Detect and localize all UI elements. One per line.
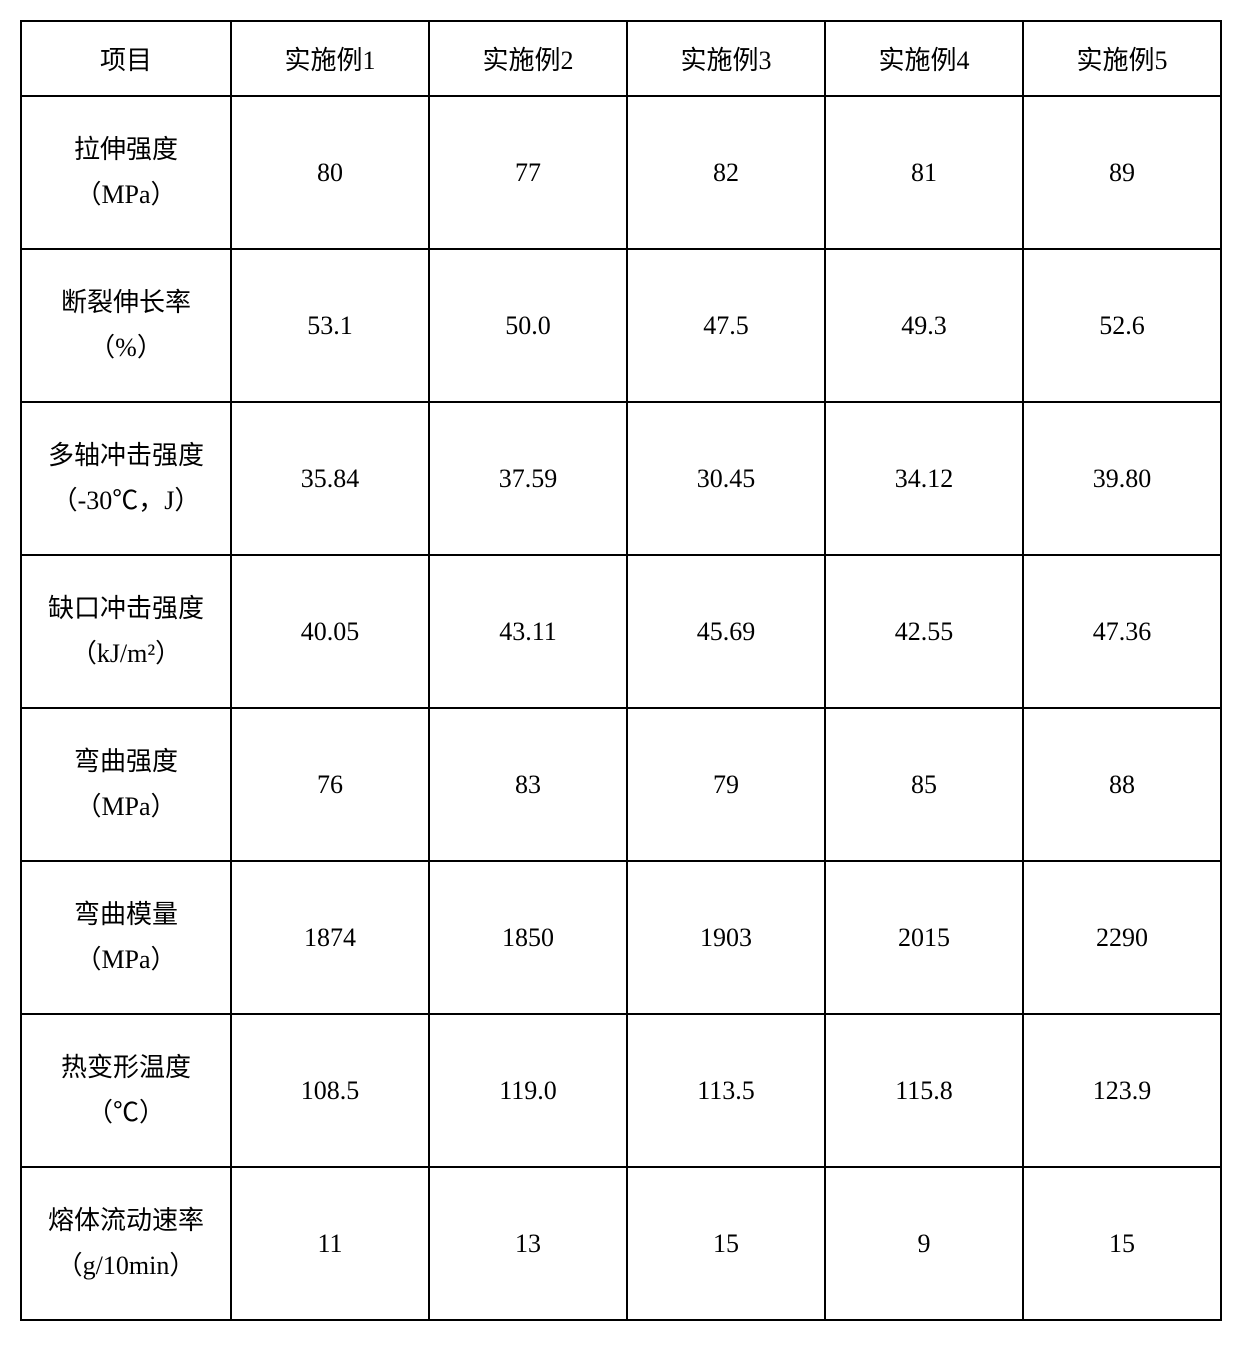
label-line-1: 拉伸强度	[30, 128, 222, 172]
row-label: 拉伸强度 （MPa）	[21, 96, 231, 249]
data-cell: 15	[627, 1167, 825, 1320]
label-line-1: 熔体流动速率	[30, 1199, 222, 1243]
header-col-4: 实施例4	[825, 21, 1023, 96]
row-label: 弯曲模量 （MPa）	[21, 861, 231, 1014]
data-table: 项目 实施例1 实施例2 实施例3 实施例4 实施例5 拉伸强度 （MPa） 8…	[20, 20, 1222, 1321]
table-row: 熔体流动速率 （g/10min） 11 13 15 9 15	[21, 1167, 1221, 1320]
data-cell: 42.55	[825, 555, 1023, 708]
data-cell: 40.05	[231, 555, 429, 708]
data-cell: 34.12	[825, 402, 1023, 555]
data-cell: 47.5	[627, 249, 825, 402]
data-cell: 37.59	[429, 402, 627, 555]
table-row: 断裂伸长率 （%） 53.1 50.0 47.5 49.3 52.6	[21, 249, 1221, 402]
data-cell: 89	[1023, 96, 1221, 249]
data-cell: 52.6	[1023, 249, 1221, 402]
data-cell: 82	[627, 96, 825, 249]
label-line-2: （g/10min）	[30, 1244, 222, 1288]
data-cell: 85	[825, 708, 1023, 861]
data-cell: 15	[1023, 1167, 1221, 1320]
label-line-2: （%）	[30, 326, 222, 370]
row-label: 多轴冲击强度 （-30℃，J）	[21, 402, 231, 555]
label-line-2: （MPa）	[30, 173, 222, 217]
data-cell: 53.1	[231, 249, 429, 402]
table-row: 多轴冲击强度 （-30℃，J） 35.84 37.59 30.45 34.12 …	[21, 402, 1221, 555]
data-cell: 108.5	[231, 1014, 429, 1167]
data-cell: 30.45	[627, 402, 825, 555]
data-cell: 9	[825, 1167, 1023, 1320]
header-label: 项目	[21, 21, 231, 96]
data-cell: 77	[429, 96, 627, 249]
header-col-2: 实施例2	[429, 21, 627, 96]
label-line-2: （kJ/m²）	[30, 632, 222, 676]
label-line-1: 断裂伸长率	[30, 281, 222, 325]
table-body: 拉伸强度 （MPa） 80 77 82 81 89 断裂伸长率 （%） 53.1…	[21, 96, 1221, 1320]
data-cell: 81	[825, 96, 1023, 249]
data-cell: 45.69	[627, 555, 825, 708]
data-cell: 83	[429, 708, 627, 861]
data-cell: 39.80	[1023, 402, 1221, 555]
header-col-5: 实施例5	[1023, 21, 1221, 96]
table-row: 弯曲强度 （MPa） 76 83 79 85 88	[21, 708, 1221, 861]
data-cell: 88	[1023, 708, 1221, 861]
data-cell: 76	[231, 708, 429, 861]
row-label: 缺口冲击强度 （kJ/m²）	[21, 555, 231, 708]
table-row: 热变形温度 （℃） 108.5 119.0 113.5 115.8 123.9	[21, 1014, 1221, 1167]
data-cell: 80	[231, 96, 429, 249]
label-line-2: （MPa）	[30, 785, 222, 829]
data-cell: 119.0	[429, 1014, 627, 1167]
data-cell: 1874	[231, 861, 429, 1014]
data-cell: 115.8	[825, 1014, 1023, 1167]
data-cell: 113.5	[627, 1014, 825, 1167]
row-label: 断裂伸长率 （%）	[21, 249, 231, 402]
row-label: 熔体流动速率 （g/10min）	[21, 1167, 231, 1320]
data-cell: 123.9	[1023, 1014, 1221, 1167]
table-row: 拉伸强度 （MPa） 80 77 82 81 89	[21, 96, 1221, 249]
data-cell: 49.3	[825, 249, 1023, 402]
row-label: 热变形温度 （℃）	[21, 1014, 231, 1167]
label-line-1: 热变形温度	[30, 1046, 222, 1090]
label-line-1: 弯曲强度	[30, 740, 222, 784]
data-cell: 1903	[627, 861, 825, 1014]
table-header-row: 项目 实施例1 实施例2 实施例3 实施例4 实施例5	[21, 21, 1221, 96]
data-cell: 50.0	[429, 249, 627, 402]
label-line-1: 缺口冲击强度	[30, 587, 222, 631]
data-cell: 35.84	[231, 402, 429, 555]
header-col-1: 实施例1	[231, 21, 429, 96]
data-cell: 79	[627, 708, 825, 861]
data-cell: 43.11	[429, 555, 627, 708]
table-row: 缺口冲击强度 （kJ/m²） 40.05 43.11 45.69 42.55 4…	[21, 555, 1221, 708]
label-line-1: 多轴冲击强度	[30, 434, 222, 478]
label-line-2: （℃）	[30, 1091, 222, 1135]
label-line-2: （MPa）	[30, 938, 222, 982]
table-row: 弯曲模量 （MPa） 1874 1850 1903 2015 2290	[21, 861, 1221, 1014]
data-cell: 1850	[429, 861, 627, 1014]
row-label: 弯曲强度 （MPa）	[21, 708, 231, 861]
data-cell: 2290	[1023, 861, 1221, 1014]
label-line-1: 弯曲模量	[30, 893, 222, 937]
label-line-2: （-30℃，J）	[30, 479, 222, 523]
data-cell: 47.36	[1023, 555, 1221, 708]
data-cell: 11	[231, 1167, 429, 1320]
data-cell: 13	[429, 1167, 627, 1320]
header-col-3: 实施例3	[627, 21, 825, 96]
data-cell: 2015	[825, 861, 1023, 1014]
